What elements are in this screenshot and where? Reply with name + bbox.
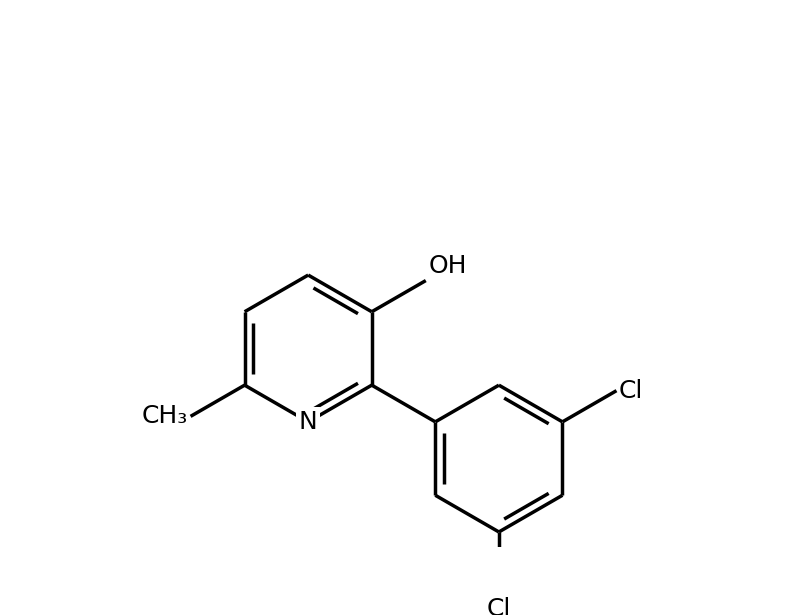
Text: Cl: Cl xyxy=(619,379,643,403)
Text: CH₃: CH₃ xyxy=(142,404,188,429)
Text: N: N xyxy=(299,410,318,434)
Text: Cl: Cl xyxy=(486,597,511,615)
Text: OH: OH xyxy=(428,254,466,278)
